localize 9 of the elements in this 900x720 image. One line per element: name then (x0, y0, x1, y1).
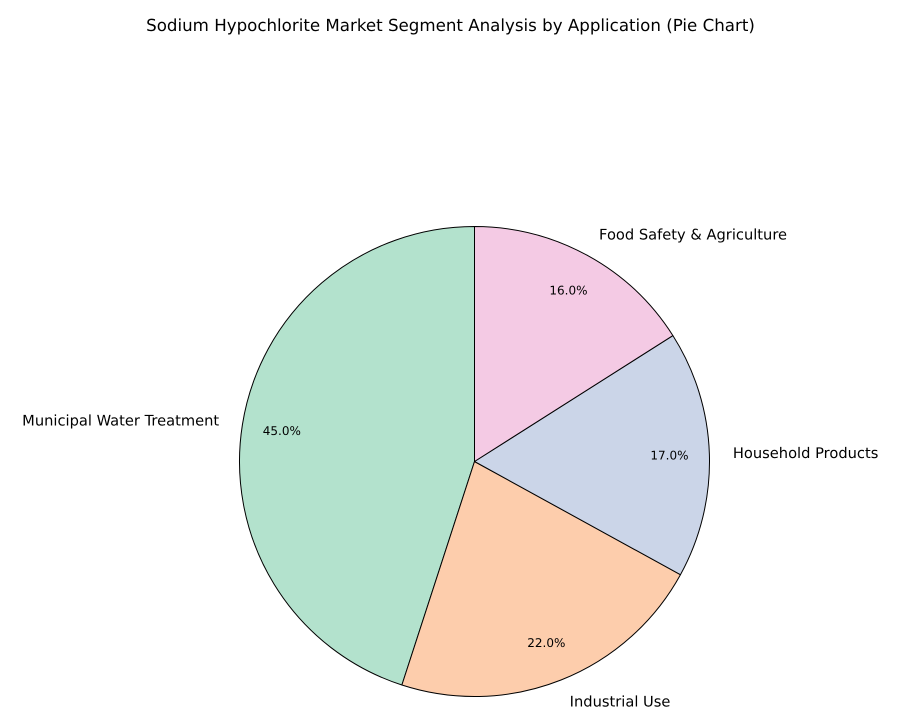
data-label: 16.0% (549, 284, 588, 298)
slice-label: Industrial Use (570, 693, 670, 710)
data-label: 45.0% (262, 424, 301, 438)
slice-label: Food Safety & Agriculture (599, 226, 788, 244)
slice-label: Municipal Water Treatment (22, 412, 220, 430)
data-label: 22.0% (527, 636, 566, 650)
slice-label: Household Products (732, 444, 878, 462)
chart-title: Sodium Hypochlorite Market Segment Analysis by Application (Pie Chart) (146, 16, 755, 35)
data-label: 17.0% (650, 448, 689, 462)
